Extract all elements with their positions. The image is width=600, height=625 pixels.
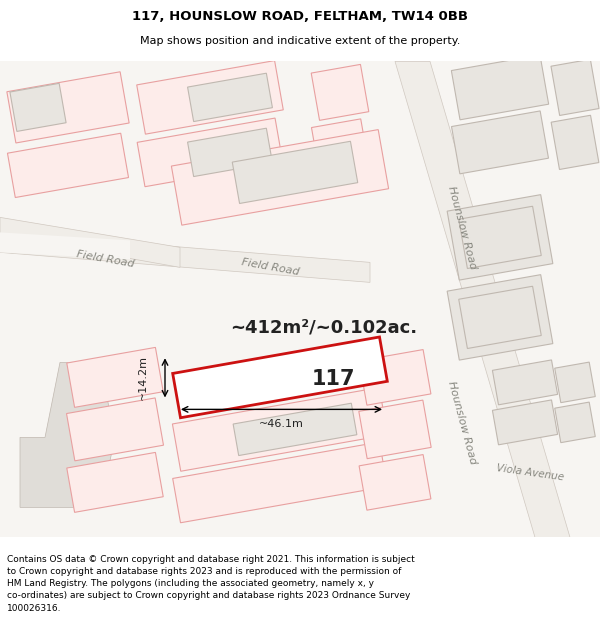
Polygon shape — [551, 59, 599, 116]
Polygon shape — [172, 388, 388, 471]
Polygon shape — [20, 362, 115, 508]
Polygon shape — [359, 400, 431, 459]
Polygon shape — [311, 64, 369, 121]
Polygon shape — [395, 61, 570, 538]
Polygon shape — [67, 452, 163, 512]
Polygon shape — [0, 232, 370, 282]
Text: Contains OS data © Crown copyright and database right 2021. This information is : Contains OS data © Crown copyright and d… — [7, 555, 415, 612]
Polygon shape — [232, 141, 358, 204]
Text: Viola Avenue: Viola Avenue — [496, 462, 565, 482]
Polygon shape — [10, 83, 66, 131]
Polygon shape — [311, 119, 368, 172]
Polygon shape — [359, 349, 431, 405]
Polygon shape — [67, 398, 163, 461]
Text: Field Road: Field Road — [240, 258, 300, 278]
Polygon shape — [359, 454, 431, 510]
Polygon shape — [0, 232, 130, 259]
Text: Hounslow Road: Hounslow Road — [446, 184, 478, 270]
Text: 117: 117 — [311, 369, 355, 389]
Polygon shape — [451, 55, 548, 120]
Polygon shape — [188, 73, 272, 121]
Polygon shape — [493, 400, 557, 445]
Text: ~14.2m: ~14.2m — [138, 356, 148, 401]
Text: Field Road: Field Road — [75, 249, 135, 269]
Polygon shape — [555, 402, 595, 442]
Polygon shape — [7, 133, 128, 198]
Polygon shape — [0, 217, 180, 268]
Polygon shape — [459, 286, 541, 349]
Text: Hounslow Road: Hounslow Road — [446, 379, 478, 465]
Polygon shape — [67, 348, 163, 408]
Polygon shape — [173, 337, 388, 418]
Polygon shape — [459, 206, 541, 269]
Text: 117, HOUNSLOW ROAD, FELTHAM, TW14 0BB: 117, HOUNSLOW ROAD, FELTHAM, TW14 0BB — [132, 9, 468, 22]
Text: Map shows position and indicative extent of the property.: Map shows position and indicative extent… — [140, 36, 460, 46]
Polygon shape — [493, 360, 557, 405]
Polygon shape — [137, 61, 283, 134]
Polygon shape — [452, 111, 548, 174]
Polygon shape — [137, 118, 283, 187]
Polygon shape — [555, 362, 595, 403]
Polygon shape — [233, 403, 357, 456]
Polygon shape — [173, 442, 388, 522]
Polygon shape — [7, 72, 129, 143]
Polygon shape — [188, 128, 272, 176]
Text: ~46.1m: ~46.1m — [259, 419, 304, 429]
Polygon shape — [551, 115, 599, 169]
Polygon shape — [172, 129, 389, 225]
Polygon shape — [447, 194, 553, 280]
Polygon shape — [447, 274, 553, 360]
Text: ~412m²/~0.102ac.: ~412m²/~0.102ac. — [230, 318, 417, 336]
